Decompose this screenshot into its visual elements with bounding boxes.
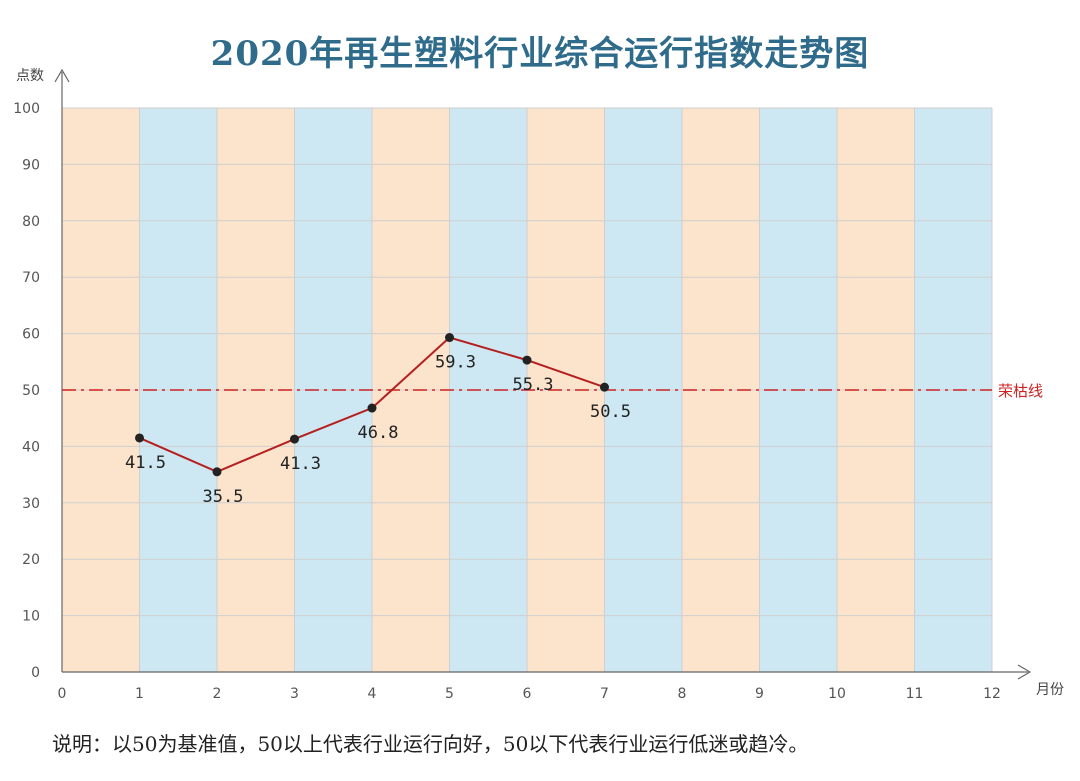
x-tick-label: 5 — [445, 686, 454, 702]
data-point — [522, 355, 532, 365]
x-tick-label: 7 — [600, 686, 609, 702]
data-point — [212, 467, 222, 477]
x-axis-title: 月份 — [1036, 682, 1064, 698]
y-tick-label: 70 — [22, 270, 40, 286]
y-tick-label: 50 — [22, 383, 40, 399]
y-tick-label: 100 — [13, 101, 40, 117]
x-tick-label: 8 — [678, 686, 687, 702]
data-point — [600, 382, 609, 392]
x-tick-label: 10 — [828, 686, 846, 702]
x-axis-arrow — [1017, 664, 1032, 680]
data-label: 59.3 — [435, 353, 476, 373]
y-tick-label: 10 — [22, 609, 40, 625]
x-tick-label: 3 — [290, 686, 299, 702]
data-label: 55.3 — [513, 375, 554, 395]
data-point — [445, 333, 454, 343]
y-tick-label: 60 — [22, 327, 40, 343]
y-tick-label: 0 — [31, 665, 40, 681]
reference-line-group: 荣枯线 — [62, 382, 1043, 400]
data-label: 50.5 — [590, 402, 631, 422]
x-tick-label: 12 — [983, 686, 1001, 702]
y-tick-label: 30 — [22, 496, 40, 512]
data-point — [367, 403, 377, 413]
data-point — [290, 434, 299, 444]
data-label: 41.3 — [280, 454, 321, 474]
x-tick-label: 11 — [906, 686, 924, 702]
y-tick-label: 80 — [22, 214, 40, 230]
y-tick-label: 40 — [22, 439, 40, 455]
x-tick-label: 9 — [755, 686, 764, 702]
y-tick-label: 20 — [22, 552, 40, 568]
data-label: 41.5 — [125, 453, 166, 473]
y-axis-title: 点数 — [16, 68, 44, 84]
y-axis-arrow — [54, 68, 70, 83]
x-tick-label: 1 — [135, 686, 144, 702]
axes: 点数 月份 — [16, 68, 1064, 698]
x-tick-label: 2 — [213, 686, 222, 702]
data-label: 35.5 — [203, 487, 244, 507]
x-tick-label: 4 — [368, 686, 377, 702]
data-label: 46.8 — [358, 423, 399, 443]
series-group — [135, 333, 609, 477]
y-tick-label: 90 — [22, 157, 40, 173]
chart-note: 说明：以50为基准值，50以上代表行业运行向好，50以下代表行业运行低迷或趋冷。 — [52, 732, 809, 756]
data-point — [135, 433, 144, 443]
chart-title: 2020年再生塑料行业综合运行指数走势图 — [210, 34, 870, 74]
x-tick-label: 6 — [523, 686, 532, 702]
reference-line-label: 荣枯线 — [998, 382, 1043, 400]
x-tick-label: 0 — [58, 686, 67, 702]
data-labels-group: 41.5 35.5 41.3 46.8 59.3 55.3 50.5 — [125, 353, 631, 507]
